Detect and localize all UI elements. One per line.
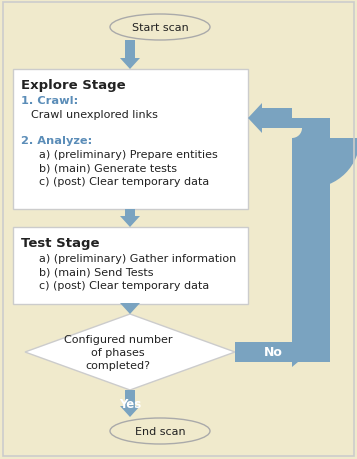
Text: a) (preliminary) Gather information: a) (preliminary) Gather information	[39, 253, 236, 263]
Text: b) (main) Generate tests: b) (main) Generate tests	[39, 163, 177, 173]
Text: 2. Analyze:: 2. Analyze:	[21, 136, 92, 146]
Polygon shape	[120, 406, 140, 417]
Ellipse shape	[110, 418, 210, 444]
Polygon shape	[262, 109, 292, 129]
Polygon shape	[120, 303, 140, 314]
Polygon shape	[125, 41, 136, 59]
Polygon shape	[292, 119, 330, 362]
Polygon shape	[125, 303, 136, 304]
Text: a) (preliminary) Prepare entities: a) (preliminary) Prepare entities	[39, 150, 218, 160]
Polygon shape	[120, 59, 140, 70]
Polygon shape	[292, 342, 330, 362]
Text: End scan: End scan	[135, 426, 185, 436]
Text: Configured number
of phases
completed?: Configured number of phases completed?	[64, 334, 172, 370]
Wedge shape	[310, 139, 357, 189]
Text: No: No	[264, 346, 283, 359]
Text: Yes: Yes	[119, 397, 141, 410]
Polygon shape	[125, 390, 136, 406]
Polygon shape	[292, 337, 310, 367]
Polygon shape	[248, 104, 262, 134]
Text: Explore Stage: Explore Stage	[21, 79, 126, 92]
Text: Start scan: Start scan	[132, 23, 188, 33]
Text: Crawl unexplored links: Crawl unexplored links	[31, 109, 158, 119]
Polygon shape	[120, 217, 140, 228]
Ellipse shape	[110, 15, 210, 41]
Wedge shape	[310, 139, 330, 159]
Text: c) (post) Clear temporary data: c) (post) Clear temporary data	[39, 177, 209, 187]
Wedge shape	[292, 129, 302, 139]
Text: c) (post) Clear temporary data: c) (post) Clear temporary data	[39, 280, 209, 291]
Wedge shape	[292, 99, 302, 109]
Polygon shape	[25, 314, 235, 390]
Text: b) (main) Send Tests: b) (main) Send Tests	[39, 267, 154, 277]
FancyBboxPatch shape	[13, 228, 248, 304]
Polygon shape	[125, 210, 136, 217]
Text: Test Stage: Test Stage	[21, 236, 100, 249]
Text: 1. Crawl:: 1. Crawl:	[21, 96, 78, 106]
Polygon shape	[235, 342, 292, 362]
FancyBboxPatch shape	[13, 70, 248, 210]
